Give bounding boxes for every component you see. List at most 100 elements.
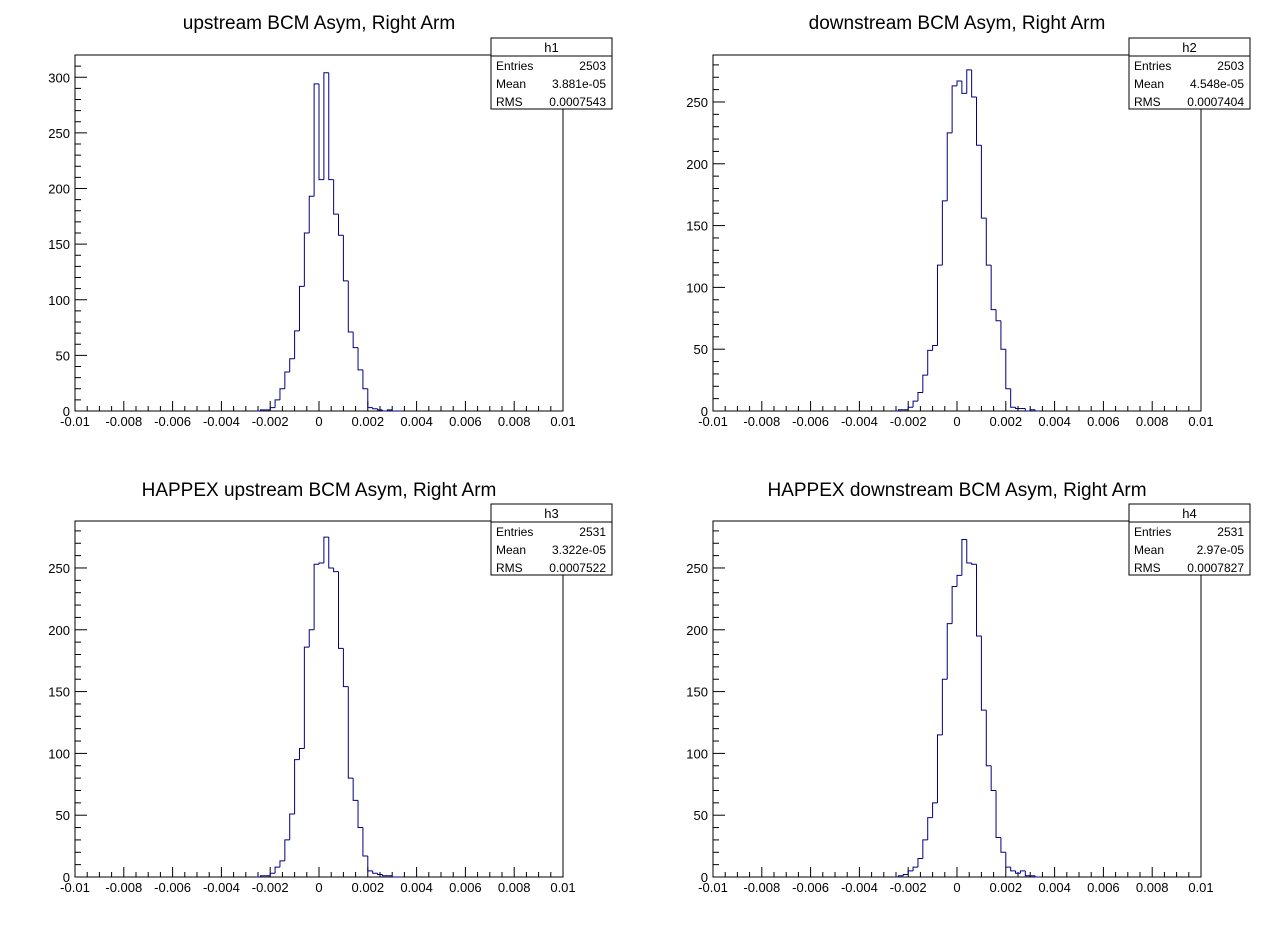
histogram-bin (289, 358, 295, 373)
stats-label: Mean (496, 77, 526, 91)
x-tick-label: 0.006 (1087, 414, 1120, 429)
stats-value: 0.0007404 (1187, 95, 1244, 109)
stats-value: 2531 (1217, 525, 1244, 539)
y-tick-label: 150 (686, 685, 708, 700)
x-tick-label: -0.01 (60, 414, 90, 429)
histogram-bin (333, 567, 339, 573)
chart-title: downstream BCM Asym, Right Arm (809, 13, 1106, 34)
histogram-bin (971, 69, 977, 98)
y-tick-label: 250 (686, 561, 708, 576)
x-tick-label: 0.01 (1188, 414, 1213, 429)
histogram-bin (313, 563, 319, 630)
histogram-panel-2: downstream BCM Asym, Right Arm -0.01 -0.00… (686, 13, 1251, 429)
chart-title: upstream BCM Asym, Right Arm (183, 13, 455, 34)
histogram-bin (318, 83, 324, 181)
histogram-bin (1015, 870, 1021, 874)
histogram-bin (1010, 388, 1016, 408)
y-tick-label: 100 (686, 746, 708, 761)
histogram-bin (279, 860, 285, 868)
histogram-bin (936, 734, 943, 803)
stats-value: 2531 (579, 525, 606, 539)
histogram-bin (259, 409, 266, 411)
histogram-bin (927, 349, 933, 376)
x-tick-label: 0.01 (550, 880, 575, 895)
histogram-bin (357, 347, 363, 371)
y-tick-label: 50 (694, 808, 708, 823)
histogram-bin (274, 866, 280, 874)
x-tick-label: -0.002 (252, 880, 289, 895)
histogram-bin (362, 827, 368, 857)
histogram-bin (328, 72, 334, 181)
y-tick-label: 50 (56, 348, 70, 363)
x-tick-label: 0.004 (1038, 880, 1071, 895)
stats-label: RMS (496, 95, 523, 109)
y-tick-label: 0 (63, 404, 70, 419)
y-tick-label: 0 (701, 870, 708, 885)
x-tick-label: 0 (953, 880, 960, 895)
x-tick-label: 0 (315, 880, 322, 895)
y-tick-label: 200 (686, 157, 708, 172)
histogram-bin (961, 539, 967, 576)
x-tick-label: 0.004 (400, 880, 433, 895)
x-tick-label: 0 (315, 414, 322, 429)
x-tick-label: 0.006 (449, 880, 482, 895)
histogram-panel-4: HAPPEX downstream BCM Asym, Right Arm -0.… (686, 480, 1251, 895)
x-tick-label: -0.006 (154, 414, 191, 429)
x-tick-label: 0.006 (449, 414, 482, 429)
histogram-bin (313, 83, 319, 197)
histogram-bin (367, 388, 373, 409)
x-tick-label: -0.01 (698, 414, 728, 429)
histogram-bin (352, 778, 359, 801)
stats-label: RMS (496, 561, 523, 575)
histogram-bin (1015, 407, 1021, 410)
histogram-bin (338, 571, 344, 649)
histogram-bins (255, 536, 402, 878)
histogram-bins (893, 69, 1040, 412)
histogram-bin (303, 232, 310, 287)
x-tick-label: 0.002 (352, 880, 385, 895)
histogram-bin (284, 371, 290, 389)
histogram-bin (279, 388, 285, 400)
histogram-bins (893, 539, 1040, 878)
stats-label: Mean (496, 543, 526, 557)
stats-label: Mean (1134, 543, 1164, 557)
x-tick-label: -0.004 (203, 880, 240, 895)
histogram-bin (976, 97, 982, 146)
histogram-bin (294, 330, 300, 359)
histogram-bin (269, 872, 276, 876)
stats-histogram-name: h1 (544, 40, 558, 55)
histogram-bin (922, 374, 928, 393)
x-tick-label: 0.002 (990, 414, 1023, 429)
histogram-bin (966, 539, 972, 564)
y-tick-label: 200 (48, 182, 70, 197)
histogram-bin (995, 790, 1001, 838)
histogram-bin (391, 409, 398, 412)
stats-value: 4.548e-05 (1190, 77, 1244, 91)
histogram-bin (912, 866, 918, 871)
histogram-bin (1010, 867, 1016, 872)
x-tick-label: -0.002 (890, 880, 927, 895)
y-tick-label: 150 (48, 685, 70, 700)
histogram-bin (386, 409, 393, 411)
histogram-bin (990, 765, 997, 791)
histogram-bin (946, 132, 953, 201)
histogram-bin (298, 747, 305, 760)
histogram-panel-3: HAPPEX upstream BCM Asym, Right Arm -0.01… (48, 480, 613, 895)
y-tick-label: 100 (48, 293, 70, 308)
x-tick-label: 0.008 (498, 414, 531, 429)
stats-label: Entries (1134, 59, 1171, 73)
histogram-bin (912, 400, 918, 408)
stats-box-frame (1128, 37, 1251, 110)
histogram-bin (338, 214, 344, 236)
x-tick-label: 0 (953, 414, 960, 429)
histogram-bin (1000, 320, 1006, 350)
histogram-bin (985, 218, 992, 266)
x-tick-label: 0.004 (1038, 414, 1071, 429)
stats-histogram-name: h2 (1182, 40, 1196, 55)
x-tick-label: -0.01 (698, 880, 728, 895)
histogram-bin (381, 874, 388, 877)
x-tick-label: -0.002 (252, 414, 289, 429)
plot-frame (712, 520, 1202, 878)
histogram-bin (990, 265, 997, 311)
